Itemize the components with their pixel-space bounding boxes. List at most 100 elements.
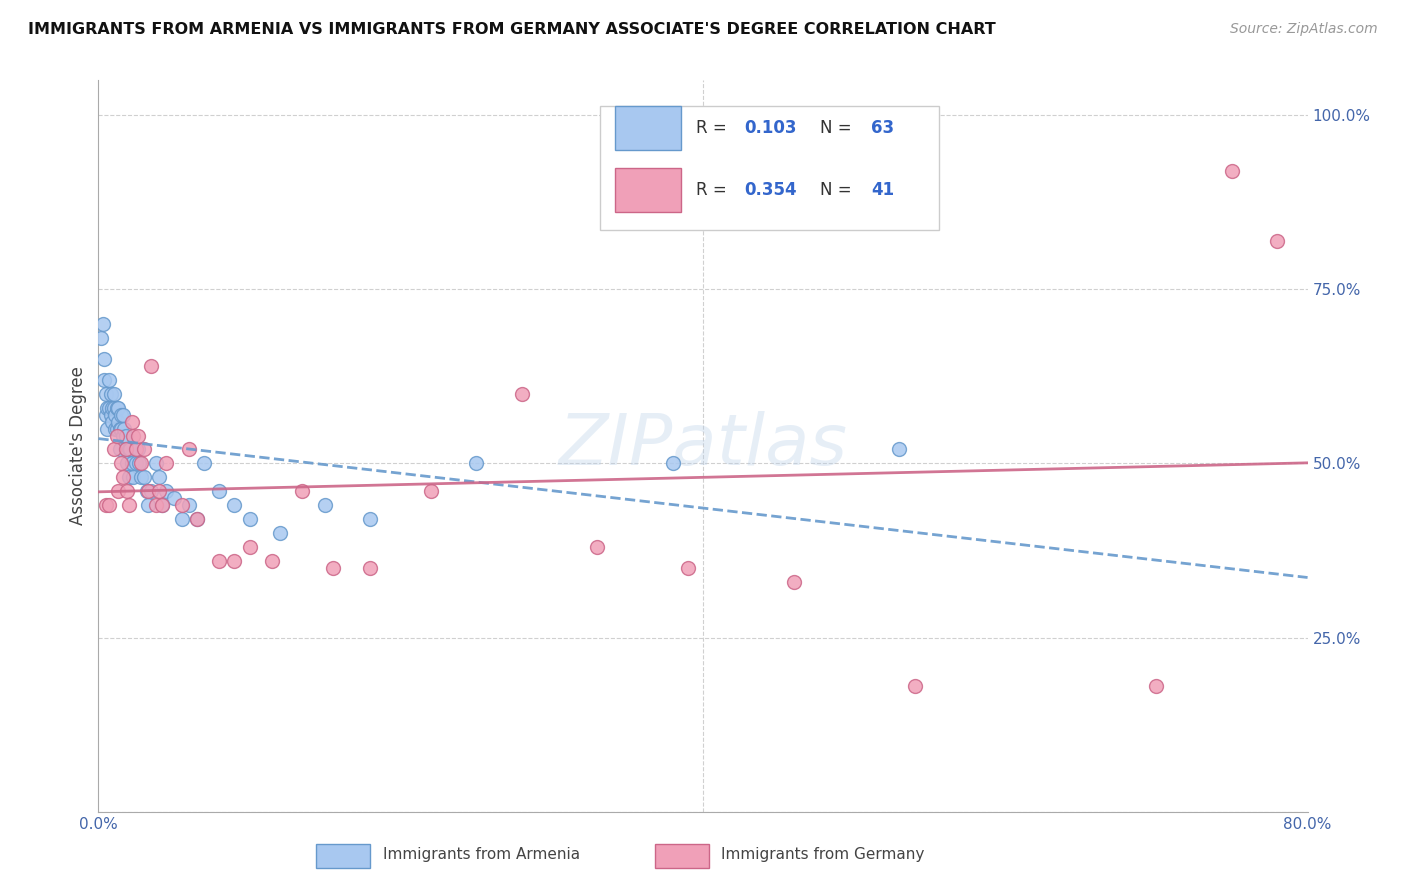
Point [132, 470, 155, 484]
Point [108, 421, 131, 435]
Point [269, 526, 291, 541]
Text: R =: R = [696, 119, 731, 136]
Point [111, 470, 134, 484]
Point [114, 442, 136, 457]
Point [420, 484, 443, 499]
Text: ZIPatlas: ZIPatlas [558, 411, 848, 481]
Point [170, 512, 193, 526]
Point [104, 421, 127, 435]
Point [111, 408, 134, 422]
Point [118, 498, 141, 512]
Point [98, 373, 121, 387]
Point [100, 386, 122, 401]
Point [904, 679, 927, 693]
Point [91, 317, 114, 331]
Point [98, 498, 121, 512]
Point [107, 484, 129, 499]
Point [141, 484, 163, 499]
Point [208, 554, 231, 568]
Point [141, 359, 163, 373]
Text: 63: 63 [872, 119, 894, 136]
Point [163, 491, 186, 506]
Point [100, 408, 122, 422]
Point [108, 442, 131, 457]
Point [96, 421, 118, 435]
Point [783, 574, 806, 589]
Point [208, 484, 231, 499]
Point [291, 484, 314, 499]
Point [193, 457, 215, 471]
Point [114, 428, 136, 442]
Point [314, 498, 336, 512]
Point [145, 457, 167, 471]
Point [105, 428, 128, 442]
Point [90, 331, 112, 345]
Point [128, 457, 150, 471]
Point [1220, 164, 1243, 178]
Point [148, 470, 170, 484]
Point [94, 498, 117, 512]
Point [103, 442, 125, 457]
Point [107, 415, 129, 429]
Point [586, 540, 609, 554]
Point [93, 373, 115, 387]
Point [1267, 234, 1289, 248]
Point [145, 498, 167, 512]
Point [110, 457, 132, 471]
Point [129, 470, 152, 484]
FancyBboxPatch shape [655, 844, 709, 868]
Text: N =: N = [820, 181, 858, 199]
Point [1144, 679, 1167, 693]
Point [110, 408, 132, 422]
Point [155, 484, 177, 499]
Point [115, 484, 138, 499]
Text: 0.354: 0.354 [744, 181, 797, 199]
Point [239, 540, 262, 554]
Point [360, 561, 382, 575]
Point [122, 470, 145, 484]
Point [186, 512, 208, 526]
Point [105, 401, 128, 415]
Point [465, 457, 488, 471]
Point [120, 442, 142, 457]
Point [94, 408, 117, 422]
Point [510, 386, 533, 401]
Point [179, 442, 201, 457]
Point [136, 484, 159, 499]
Text: N =: N = [820, 119, 858, 136]
Point [122, 428, 145, 442]
Text: Immigrants from Germany: Immigrants from Germany [721, 847, 925, 863]
Point [135, 484, 157, 499]
Point [170, 498, 193, 512]
Y-axis label: Associate's Degree: Associate's Degree [69, 367, 87, 525]
Point [224, 498, 246, 512]
Point [262, 554, 284, 568]
Point [111, 428, 134, 442]
Point [136, 498, 159, 512]
Point [127, 428, 149, 442]
Point [889, 442, 911, 457]
Point [662, 457, 685, 471]
Point [110, 421, 132, 435]
Text: R =: R = [696, 181, 731, 199]
Point [179, 498, 201, 512]
Point [101, 401, 124, 415]
Point [115, 457, 138, 471]
Point [118, 442, 141, 457]
Point [125, 442, 148, 457]
Point [103, 401, 125, 415]
Point [360, 512, 382, 526]
FancyBboxPatch shape [316, 844, 371, 868]
Point [107, 401, 129, 415]
Text: Source: ZipAtlas.com: Source: ZipAtlas.com [1230, 22, 1378, 37]
Point [121, 457, 143, 471]
Point [186, 512, 208, 526]
FancyBboxPatch shape [600, 106, 939, 230]
Point [93, 351, 115, 366]
Point [127, 442, 149, 457]
Point [239, 512, 262, 526]
Point [98, 401, 121, 415]
Point [125, 457, 148, 471]
Point [132, 442, 155, 457]
Text: Immigrants from Armenia: Immigrants from Armenia [382, 847, 579, 863]
